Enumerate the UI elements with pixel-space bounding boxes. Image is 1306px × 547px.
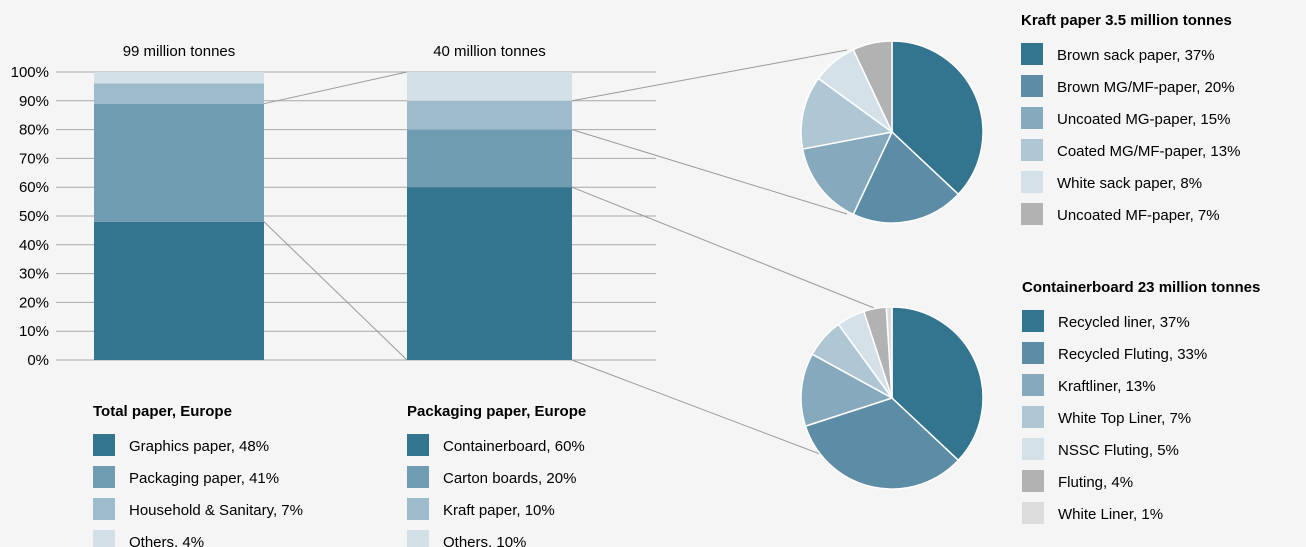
pie-slice bbox=[891, 40, 984, 196]
y-tick-label: 30% bbox=[19, 266, 49, 283]
connector-line bbox=[571, 186, 875, 309]
y-tick-label: 60% bbox=[19, 179, 49, 196]
legend-swatch bbox=[93, 530, 115, 547]
connector-line bbox=[571, 129, 848, 215]
legend-swatch bbox=[1021, 43, 1043, 65]
legend-swatch bbox=[93, 466, 115, 488]
legend-item-label: Graphics paper, 48% bbox=[129, 438, 269, 455]
bar-segment bbox=[94, 83, 264, 104]
legend-swatch bbox=[1022, 470, 1044, 492]
legend-item-label: Kraftliner, 13% bbox=[1058, 378, 1156, 395]
y-tick-label: 0% bbox=[27, 352, 49, 369]
pie-slice bbox=[885, 306, 893, 399]
connector-line bbox=[263, 221, 408, 361]
legend-swatch bbox=[407, 530, 429, 547]
pie-charts bbox=[800, 40, 984, 490]
legend-item-label: Uncoated MG-paper, 15% bbox=[1057, 111, 1230, 128]
connector-line bbox=[571, 49, 848, 102]
legend-swatch bbox=[1022, 438, 1044, 460]
legend-item-label: Brown sack paper, 37% bbox=[1057, 47, 1215, 64]
y-tick-label: 70% bbox=[19, 150, 49, 167]
stacked-bars: 99 million tonnes 40 million tonnes bbox=[94, 43, 572, 360]
y-tick-label: 10% bbox=[19, 323, 49, 340]
legend-title: Packaging paper, Europe bbox=[407, 403, 586, 420]
legend-swatch bbox=[1021, 139, 1043, 161]
y-tick-label: 100% bbox=[11, 64, 49, 81]
legend-item-label: White sack paper, 8% bbox=[1057, 175, 1202, 192]
legend-item-label: White Top Liner, 7% bbox=[1058, 410, 1191, 427]
legend-item-label: Packaging paper, 41% bbox=[129, 470, 279, 487]
legend-swatch bbox=[1021, 75, 1043, 97]
legend-title: Containerboard 23 million tonnes bbox=[1022, 279, 1260, 296]
legend-item-label: White Liner, 1% bbox=[1058, 506, 1163, 523]
legend-item-label: Carton boards, 20% bbox=[443, 470, 576, 487]
bar-segment bbox=[94, 103, 264, 222]
legend-item-label: Others, 4% bbox=[129, 534, 204, 547]
legend-swatch bbox=[93, 498, 115, 520]
pie-slice bbox=[852, 40, 893, 133]
legend-title: Total paper, Europe bbox=[93, 403, 232, 420]
legend-item-label: NSSC Fluting, 5% bbox=[1058, 442, 1179, 459]
legend-swatch bbox=[1022, 406, 1044, 428]
legend-item-label: Household & Sanitary, 7% bbox=[129, 502, 303, 519]
pie-slice bbox=[800, 353, 894, 428]
bar-segment bbox=[407, 72, 572, 101]
legend-swatch bbox=[1022, 374, 1044, 396]
legend-swatch bbox=[93, 434, 115, 456]
connector-line bbox=[263, 71, 408, 105]
bar-total-label: 40 million tonnes bbox=[433, 43, 546, 60]
bar-total-label: 99 million tonnes bbox=[123, 43, 236, 60]
legend-item-label: Kraft paper, 10% bbox=[443, 502, 555, 519]
legend-swatch bbox=[1022, 502, 1044, 524]
legend-item-label: Others, 10% bbox=[443, 534, 526, 547]
legend-swatch bbox=[407, 466, 429, 488]
pie-slice bbox=[801, 130, 894, 216]
y-tick-label: 50% bbox=[19, 208, 49, 225]
legend-swatch bbox=[1021, 171, 1043, 193]
legend-swatch bbox=[1021, 107, 1043, 129]
connector-lines bbox=[263, 49, 875, 455]
legend-item-label: Coated MG/MF-paper, 13% bbox=[1057, 143, 1240, 160]
legends: Total paper, Europe Graphics paper, 48% Pa… bbox=[93, 12, 1260, 547]
legend-swatch bbox=[407, 434, 429, 456]
legend-item-label: Brown MG/MF-paper, 20% bbox=[1057, 79, 1235, 96]
bar-segment bbox=[407, 100, 572, 130]
legend-item-label: Containerboard, 60% bbox=[443, 438, 585, 455]
y-tick-label: 90% bbox=[19, 93, 49, 110]
legend-item-label: Recycled liner, 37% bbox=[1058, 314, 1190, 331]
legend-swatch bbox=[1022, 342, 1044, 364]
legend-title: Kraft paper 3.5 million tonnes bbox=[1021, 12, 1232, 29]
legend-swatch bbox=[1022, 310, 1044, 332]
y-axis-ticks: 0% 10% 20% 30% 40% 50% 60% 70% 80% 90% 100% bbox=[11, 64, 49, 369]
legend-swatch bbox=[407, 498, 429, 520]
pie-slice bbox=[804, 397, 960, 490]
connector-line bbox=[571, 359, 821, 455]
legend-item-label: Fluting, 4% bbox=[1058, 474, 1133, 491]
bar-segment bbox=[407, 187, 572, 360]
y-tick-label: 20% bbox=[19, 294, 49, 311]
legend-swatch bbox=[1021, 203, 1043, 225]
pie-slice bbox=[891, 306, 984, 462]
bar-segment bbox=[407, 129, 572, 188]
pie-slice bbox=[852, 130, 960, 224]
legend-item-label: Recycled Fluting, 33% bbox=[1058, 346, 1207, 363]
bar-segment bbox=[94, 221, 264, 360]
y-tick-label: 40% bbox=[19, 237, 49, 254]
bar-segment bbox=[94, 72, 264, 84]
y-tick-label: 80% bbox=[19, 122, 49, 139]
pie-slice bbox=[800, 77, 894, 150]
legend-item-label: Uncoated MF-paper, 7% bbox=[1057, 207, 1220, 224]
